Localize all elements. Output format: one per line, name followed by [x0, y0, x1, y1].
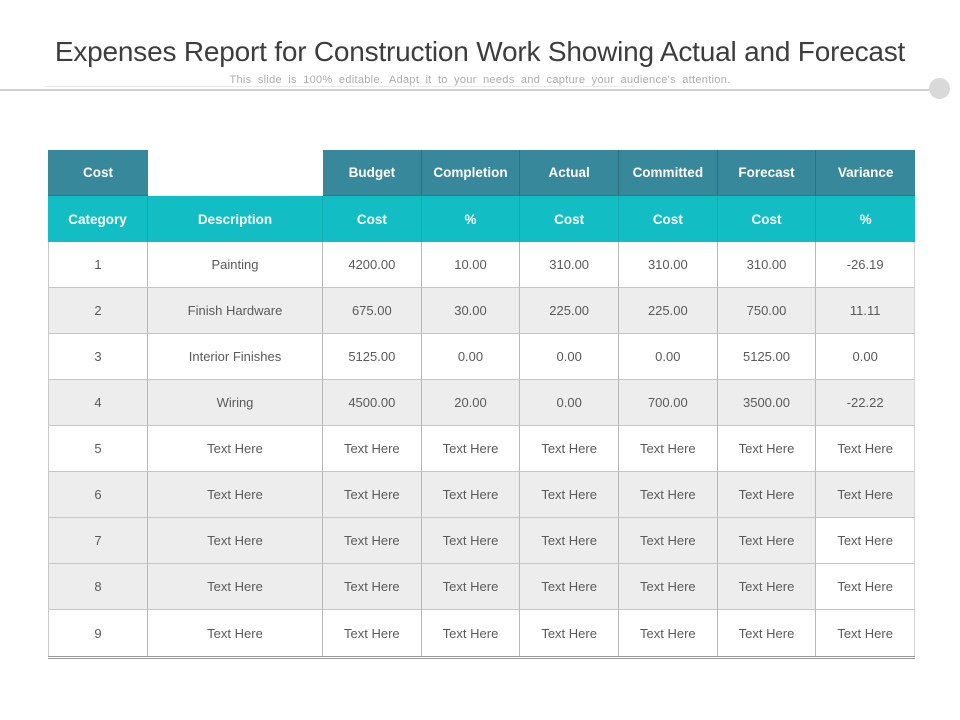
- table-cell: Text Here: [717, 610, 817, 656]
- page-subtitle: This slide is 100% editable. Adapt it to…: [229, 74, 731, 86]
- table-cell: Text Here: [816, 564, 915, 610]
- table-cell: Text Here: [717, 564, 817, 610]
- header-cell: Cost: [520, 196, 619, 242]
- header-cell: Committed: [618, 150, 718, 196]
- table-cell: 4200.00: [323, 242, 422, 288]
- table-cell: 0.00: [520, 334, 619, 380]
- table-cell: 225.00: [618, 288, 718, 334]
- table-cell: Text Here: [520, 610, 619, 656]
- table-cell: Text Here: [323, 610, 422, 656]
- table-cell: Text Here: [421, 610, 521, 656]
- table-cell: 310.00: [520, 242, 619, 288]
- table-cell: 1: [48, 242, 148, 288]
- table-cell: Text Here: [520, 472, 619, 518]
- table-cell: -26.19: [816, 242, 915, 288]
- table-cell: 310.00: [717, 242, 817, 288]
- table-cell: 0.00: [421, 334, 521, 380]
- table-cell: Finish Hardware: [148, 288, 323, 334]
- table-cell: 5125.00: [323, 334, 422, 380]
- table-cell: 700.00: [618, 380, 718, 426]
- page-title: Expenses Report for Construction Work Sh…: [54, 36, 906, 67]
- header-cell: Completion: [421, 150, 521, 196]
- table-cell: Text Here: [816, 472, 915, 518]
- table-cell: Text Here: [148, 426, 323, 472]
- table-cell: Text Here: [816, 426, 915, 472]
- header-cell: Cost: [618, 196, 718, 242]
- table-cell: Text Here: [618, 472, 718, 518]
- table-cell: Wiring: [148, 380, 323, 426]
- table-cell: Text Here: [421, 426, 521, 472]
- table-cell: 11.11: [816, 288, 915, 334]
- table-cell: 3: [48, 334, 148, 380]
- header-cell: Category: [48, 196, 148, 242]
- table-cell: Text Here: [520, 518, 619, 564]
- header-cell: Description: [148, 196, 323, 242]
- table-cell: Text Here: [148, 518, 323, 564]
- table-cell: 0.00: [618, 334, 718, 380]
- header-cell: %: [421, 196, 521, 242]
- table-cell: 20.00: [421, 380, 521, 426]
- table-cell: Text Here: [323, 472, 422, 518]
- header-cell: Cost: [323, 196, 422, 242]
- table-cell: 4: [48, 380, 148, 426]
- table-cell: 225.00: [520, 288, 619, 334]
- header-cell: Budget: [323, 150, 422, 196]
- table-cell: -22.22: [816, 380, 915, 426]
- table-cell: 2: [48, 288, 148, 334]
- table-cell: 0.00: [816, 334, 915, 380]
- expenses-table: Cost Budget Completion Actual Committed Forec…: [48, 150, 915, 659]
- header-cell: Actual: [520, 150, 619, 196]
- table-cell: 6: [48, 472, 148, 518]
- table-cell: 9: [48, 610, 148, 656]
- table-cell: Text Here: [717, 426, 817, 472]
- table-cell: 750.00: [717, 288, 817, 334]
- table-cell: Text Here: [148, 564, 323, 610]
- table-cell: Text Here: [618, 426, 718, 472]
- table-cell: Text Here: [816, 610, 915, 656]
- table-cell: 5125.00: [717, 334, 817, 380]
- table-cell: Text Here: [323, 426, 422, 472]
- table-cell: Text Here: [421, 518, 521, 564]
- table-cell: Text Here: [323, 518, 422, 564]
- table-cell: Text Here: [148, 472, 323, 518]
- table-cell: Text Here: [323, 564, 422, 610]
- title-divider-line: [0, 89, 932, 91]
- table-cell: 3500.00: [717, 380, 817, 426]
- table-cell: Text Here: [717, 518, 817, 564]
- table-cell: 4500.00: [323, 380, 422, 426]
- table-cell: Painting: [148, 242, 323, 288]
- table-cell: 10.00: [421, 242, 521, 288]
- table-cell: Text Here: [421, 564, 521, 610]
- table-cell: Interior Finishes: [148, 334, 323, 380]
- table-cell: 310.00: [618, 242, 718, 288]
- table-cell: 7: [48, 518, 148, 564]
- table-cell: Text Here: [816, 518, 915, 564]
- table-cell: Text Here: [618, 610, 718, 656]
- header-cell: %: [816, 196, 915, 242]
- table-cell: 0.00: [520, 380, 619, 426]
- divider-dot-icon: [929, 78, 950, 99]
- table-cell: 30.00: [421, 288, 521, 334]
- header-cell: Variance: [816, 150, 915, 196]
- header-cell-blank: [148, 150, 323, 196]
- header-cell: Forecast: [717, 150, 817, 196]
- subtitle-underline: [45, 86, 635, 87]
- table-cell: Text Here: [618, 564, 718, 610]
- table-cell: Text Here: [520, 564, 619, 610]
- table-cell: Text Here: [148, 610, 323, 656]
- header-cell: Cost: [48, 150, 148, 196]
- table-cell: Text Here: [421, 472, 521, 518]
- table-cell: Text Here: [717, 472, 817, 518]
- table-cell: Text Here: [618, 518, 718, 564]
- table-cell: 675.00: [323, 288, 422, 334]
- table-cell: 8: [48, 564, 148, 610]
- table-cell: 5: [48, 426, 148, 472]
- header-cell: Cost: [717, 196, 817, 242]
- table-cell: Text Here: [520, 426, 619, 472]
